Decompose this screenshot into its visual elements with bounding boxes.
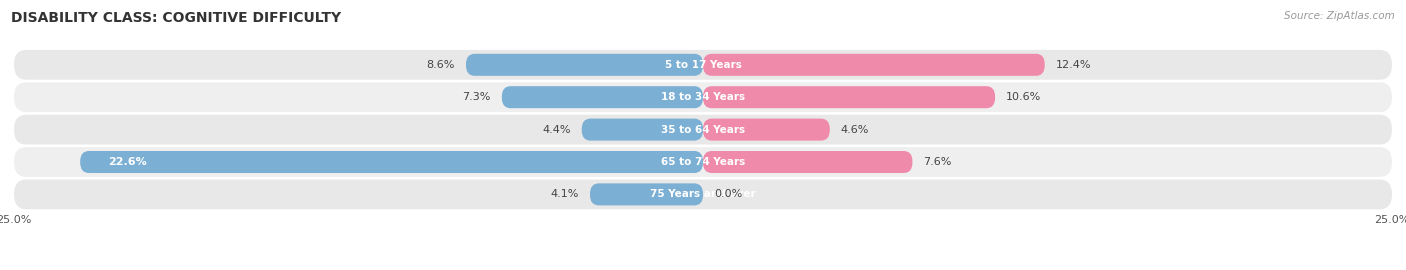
FancyBboxPatch shape [591,183,703,205]
FancyBboxPatch shape [14,50,1392,80]
Text: 35 to 64 Years: 35 to 64 Years [661,124,745,135]
Text: Source: ZipAtlas.com: Source: ZipAtlas.com [1284,11,1395,21]
Text: 4.6%: 4.6% [841,124,869,135]
FancyBboxPatch shape [14,115,1392,144]
FancyBboxPatch shape [703,151,912,173]
Text: 18 to 34 Years: 18 to 34 Years [661,92,745,102]
FancyBboxPatch shape [14,82,1392,112]
Text: 8.6%: 8.6% [426,60,456,70]
Text: 22.6%: 22.6% [108,157,146,167]
FancyBboxPatch shape [14,180,1392,209]
FancyBboxPatch shape [703,54,1045,76]
FancyBboxPatch shape [80,151,703,173]
FancyBboxPatch shape [703,86,995,108]
Text: 5 to 17 Years: 5 to 17 Years [665,60,741,70]
Text: 65 to 74 Years: 65 to 74 Years [661,157,745,167]
Text: 4.4%: 4.4% [543,124,571,135]
Text: 4.1%: 4.1% [551,189,579,200]
FancyBboxPatch shape [703,119,830,141]
Text: 7.3%: 7.3% [463,92,491,102]
FancyBboxPatch shape [465,54,703,76]
Text: 0.0%: 0.0% [714,189,742,200]
FancyBboxPatch shape [14,147,1392,177]
Text: 12.4%: 12.4% [1056,60,1091,70]
Text: 10.6%: 10.6% [1007,92,1042,102]
Text: DISABILITY CLASS: COGNITIVE DIFFICULTY: DISABILITY CLASS: COGNITIVE DIFFICULTY [11,11,342,25]
Text: 7.6%: 7.6% [924,157,952,167]
FancyBboxPatch shape [502,86,703,108]
Text: 75 Years and over: 75 Years and over [650,189,756,200]
FancyBboxPatch shape [582,119,703,141]
